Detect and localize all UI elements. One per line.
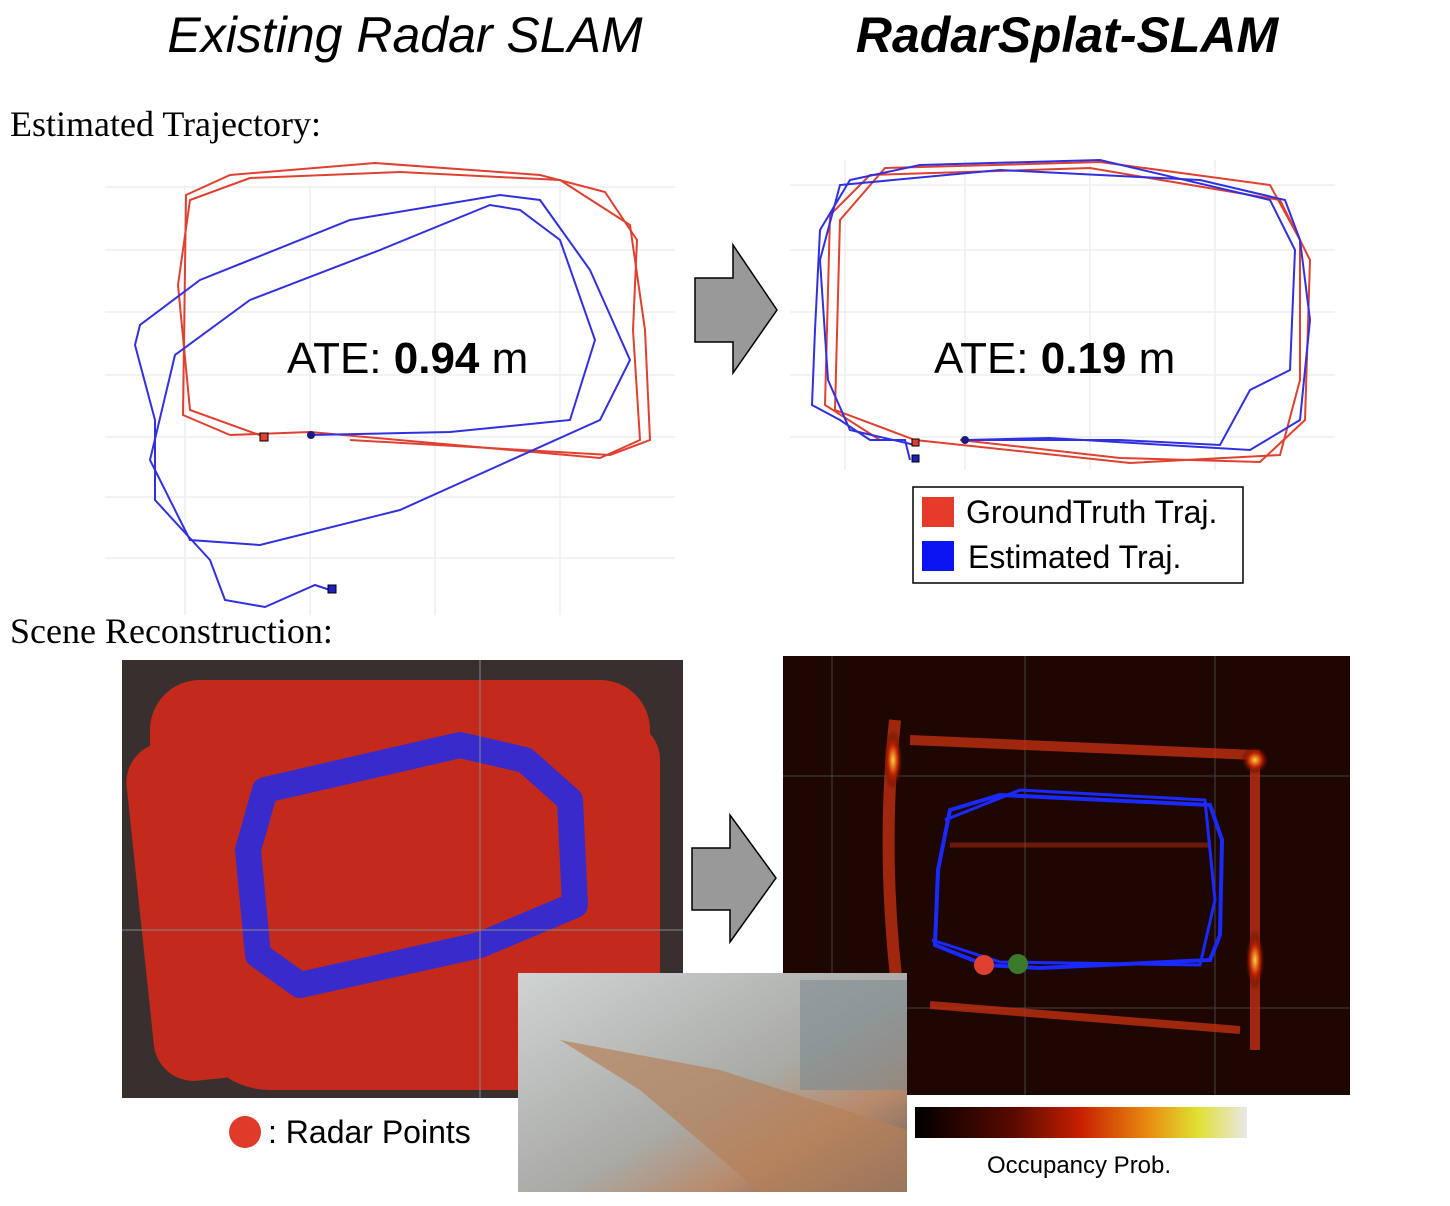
reconstruction-label: Scene Reconstruction: <box>10 611 333 651</box>
ate-right: ATE: 0.19 m <box>934 334 1175 383</box>
trajectory-label: Estimated Trajectory: <box>10 104 321 144</box>
legend-swatch <box>922 541 954 571</box>
est-start <box>307 431 315 439</box>
colorbar-label: Occupancy Prob. <box>987 1152 1171 1179</box>
table <box>560 1040 907 1192</box>
legend-label: Estimated Traj. <box>968 539 1181 575</box>
gt-trajectory <box>833 160 1301 465</box>
estimated-loop <box>931 788 1217 967</box>
start-marker <box>974 955 994 975</box>
gt-start <box>911 438 920 447</box>
radar-trajectory <box>235 732 588 998</box>
ate-label: ATE: <box>287 334 382 383</box>
ate-label: ATE: <box>934 334 1029 383</box>
gt-trajectory <box>823 166 1312 464</box>
gt-trajectory <box>181 161 642 460</box>
arrow <box>694 242 778 376</box>
est-trajectory <box>818 168 1312 452</box>
est-trajectory <box>133 193 632 609</box>
legend-swatch <box>922 497 954 527</box>
est-end <box>911 454 920 463</box>
occupancy-peak <box>883 730 903 790</box>
ate-value: 0.19 <box>1041 334 1127 383</box>
left-grid <box>105 185 675 615</box>
occupancy-peak <box>1245 930 1265 990</box>
est-start <box>961 436 969 444</box>
colorbar <box>915 1107 1247 1138</box>
left-title: Existing Radar SLAM <box>167 7 643 63</box>
end-marker <box>1008 954 1028 974</box>
gt-start <box>259 432 269 442</box>
ate-value: 0.94 <box>394 334 480 383</box>
legend <box>912 486 1244 584</box>
occupancy-peak <box>1241 746 1269 774</box>
estimated-loop <box>932 792 1225 971</box>
radar-points-label: : Radar Points <box>268 1114 471 1150</box>
est-end <box>327 584 337 594</box>
right-title: RadarSplat-SLAM <box>856 7 1280 63</box>
arrow <box>691 812 777 945</box>
ate-unit: m <box>1139 334 1176 383</box>
est-trajectory <box>810 158 1297 461</box>
ate-unit: m <box>492 334 529 383</box>
radar-point-marker <box>229 1116 261 1148</box>
gt-trajectory <box>176 170 652 457</box>
window <box>800 980 907 1090</box>
legend-label: GroundTruth Traj. <box>966 494 1217 530</box>
right-grid <box>790 160 1335 470</box>
ate-left: ATE: 0.94 m <box>287 334 528 383</box>
